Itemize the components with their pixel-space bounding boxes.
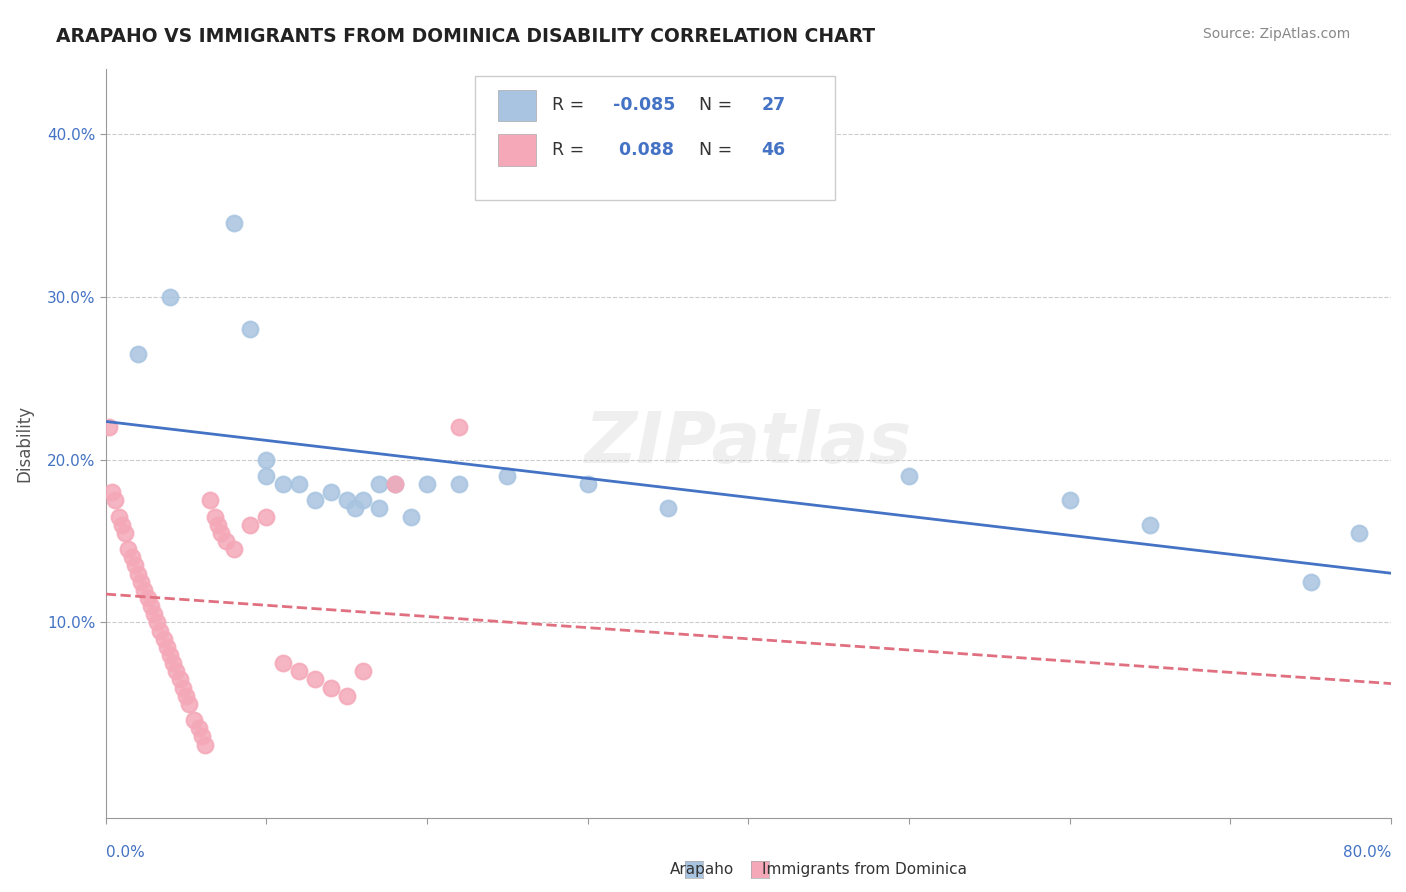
Point bbox=[117, 542, 139, 557]
Point bbox=[159, 290, 181, 304]
Text: Immigrants from Dominica: Immigrants from Dominica bbox=[762, 863, 967, 877]
Point bbox=[169, 673, 191, 687]
Point bbox=[224, 542, 246, 557]
Point bbox=[191, 730, 214, 744]
FancyBboxPatch shape bbox=[498, 89, 536, 121]
Point bbox=[134, 582, 156, 597]
Point bbox=[319, 485, 342, 500]
Point bbox=[367, 501, 389, 516]
Point bbox=[352, 493, 374, 508]
Point bbox=[111, 517, 134, 532]
Point bbox=[194, 738, 217, 752]
Point bbox=[449, 420, 471, 434]
Point bbox=[352, 665, 374, 679]
Point bbox=[121, 550, 143, 565]
Text: 80.0%: 80.0% bbox=[1343, 845, 1391, 860]
Point bbox=[204, 509, 226, 524]
Text: R =: R = bbox=[551, 141, 589, 159]
Point bbox=[1139, 517, 1161, 532]
Point bbox=[384, 477, 406, 491]
Point bbox=[256, 452, 278, 467]
Point bbox=[146, 615, 169, 630]
Point bbox=[129, 574, 152, 589]
Point bbox=[172, 681, 194, 695]
Text: Arapaho: Arapaho bbox=[671, 863, 734, 877]
Point bbox=[127, 346, 149, 360]
Point bbox=[127, 566, 149, 581]
Text: 0.088: 0.088 bbox=[613, 141, 675, 159]
Point bbox=[104, 493, 127, 508]
Y-axis label: Disability: Disability bbox=[15, 405, 32, 482]
Point bbox=[319, 681, 342, 695]
Point bbox=[211, 525, 233, 540]
Point bbox=[304, 493, 326, 508]
Point bbox=[304, 673, 326, 687]
Point bbox=[384, 477, 406, 491]
Point bbox=[287, 665, 309, 679]
Point bbox=[239, 322, 262, 336]
Point bbox=[449, 477, 471, 491]
Point bbox=[143, 607, 166, 622]
Text: -0.085: -0.085 bbox=[613, 96, 676, 114]
Point bbox=[336, 689, 359, 703]
Point bbox=[1059, 493, 1081, 508]
Point bbox=[1299, 574, 1322, 589]
Point bbox=[101, 485, 124, 500]
Point bbox=[200, 493, 222, 508]
Point bbox=[657, 501, 679, 516]
Point bbox=[256, 468, 278, 483]
Point bbox=[114, 525, 136, 540]
Text: 27: 27 bbox=[761, 96, 786, 114]
Point bbox=[1347, 525, 1369, 540]
Point bbox=[136, 591, 159, 605]
Point bbox=[239, 517, 262, 532]
Point bbox=[183, 713, 205, 727]
Point bbox=[124, 558, 146, 573]
Text: Source: ZipAtlas.com: Source: ZipAtlas.com bbox=[1202, 27, 1350, 41]
FancyBboxPatch shape bbox=[475, 76, 835, 200]
Point bbox=[162, 656, 184, 670]
Point bbox=[496, 468, 519, 483]
Text: R =: R = bbox=[551, 96, 589, 114]
Text: N =: N = bbox=[688, 96, 738, 114]
Point bbox=[152, 632, 174, 646]
Point bbox=[174, 689, 197, 703]
Point bbox=[336, 493, 359, 508]
Point bbox=[256, 509, 278, 524]
Point bbox=[224, 216, 246, 230]
Point bbox=[149, 624, 172, 638]
Point bbox=[898, 468, 921, 483]
Point bbox=[156, 640, 179, 654]
Text: 0.0%: 0.0% bbox=[105, 845, 145, 860]
Point bbox=[215, 533, 238, 548]
Point bbox=[367, 477, 389, 491]
Point bbox=[576, 477, 599, 491]
Point bbox=[287, 477, 309, 491]
Text: N =: N = bbox=[688, 141, 738, 159]
Point bbox=[166, 665, 188, 679]
Point bbox=[271, 477, 294, 491]
Point bbox=[188, 722, 211, 736]
Text: ZIPatlas: ZIPatlas bbox=[585, 409, 912, 478]
Point bbox=[179, 697, 201, 711]
Point bbox=[159, 648, 181, 662]
Point bbox=[139, 599, 162, 614]
Point bbox=[98, 420, 121, 434]
Text: ARAPAHO VS IMMIGRANTS FROM DOMINICA DISABILITY CORRELATION CHART: ARAPAHO VS IMMIGRANTS FROM DOMINICA DISA… bbox=[56, 27, 876, 45]
FancyBboxPatch shape bbox=[498, 135, 536, 166]
Point bbox=[416, 477, 439, 491]
Point bbox=[399, 509, 422, 524]
Point bbox=[207, 517, 229, 532]
Point bbox=[271, 656, 294, 670]
Point bbox=[107, 509, 129, 524]
Text: 46: 46 bbox=[761, 141, 786, 159]
Point bbox=[343, 501, 366, 516]
